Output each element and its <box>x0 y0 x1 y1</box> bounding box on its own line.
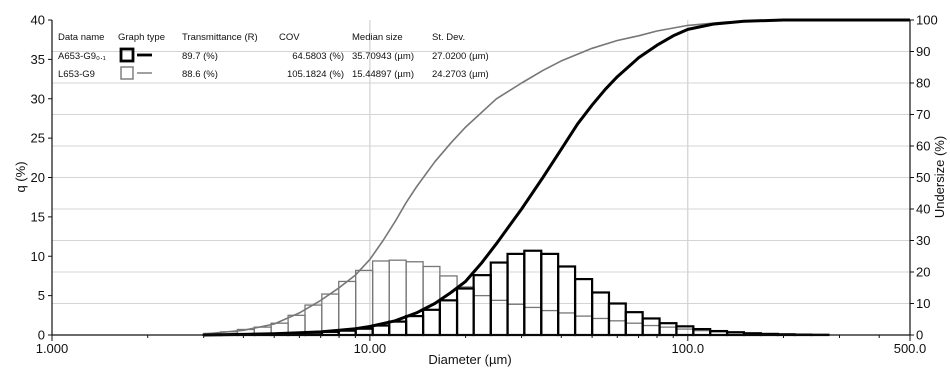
legend-header: Data name <box>58 32 104 43</box>
left-tick-label: 40 <box>31 13 45 28</box>
legend-header: Graph type <box>118 32 165 43</box>
right-tick-label: 100 <box>916 13 938 28</box>
legend-header: COV <box>279 32 300 43</box>
right-tick-label: 20 <box>916 265 930 280</box>
left-tick-label: 35 <box>31 52 45 67</box>
legend-transmittance: 88.6 (%) <box>182 69 218 80</box>
axes-layer: 0 5 10 15 20 25 30 35 40 0 10 20 30 40 50 60 70 80 90 100 1.… <box>31 13 938 357</box>
legend-transmittance: 89.7 (%) <box>182 51 218 62</box>
cumulative-curves <box>203 18 910 337</box>
legend-box-symbol <box>120 66 134 80</box>
left-tick-label: 20 <box>31 170 45 185</box>
right-tick-label: 60 <box>916 139 930 154</box>
legend: Data name Graph type Transmittance (R) COV M… <box>58 32 489 80</box>
x-tick-label: 500.0 <box>894 341 927 356</box>
right-tick-label: 40 <box>916 202 930 217</box>
right-tick-label: 50 <box>916 170 930 185</box>
x-tick-label: 1.000 <box>36 341 69 356</box>
legend-data-name: A653-G9₀.₁ <box>58 51 106 62</box>
left-tick-label: 30 <box>31 91 45 106</box>
right-tick-label: 10 <box>916 296 930 311</box>
left-tick-label: 15 <box>31 209 45 224</box>
right-axis-label: Undersize (%) <box>932 136 947 218</box>
cumulative-curve <box>203 18 910 337</box>
left-tick-label: 5 <box>38 288 45 303</box>
right-tick-label: 80 <box>916 76 930 91</box>
legend-box-symbol <box>119 47 135 63</box>
left-tick-label: 10 <box>31 249 45 264</box>
legend-cov: 64.5803 (%) <box>292 51 344 62</box>
legend-header: Median size <box>352 32 403 43</box>
right-tick-label: 0 <box>916 328 923 343</box>
legend-stdev: 24.2703 (µm) <box>432 69 489 80</box>
legend-median: 35.70943 (µm) <box>352 51 414 62</box>
legend-cov: 105.1824 (%) <box>287 69 344 80</box>
left-tick-label: 0 <box>38 328 45 343</box>
right-tick-label: 90 <box>916 44 930 59</box>
left-axis-label: q (%) <box>13 161 28 192</box>
right-tick-label: 30 <box>916 233 930 248</box>
legend-header: Transmittance (R) <box>182 32 258 43</box>
right-tick-label: 70 <box>916 107 930 122</box>
legend-median: 15.44897 (µm) <box>352 69 414 80</box>
legend-header: St. Dev. <box>432 32 465 43</box>
x-tick-label: 100.0 <box>672 341 705 356</box>
x-axis-label: Diameter (µm) <box>428 352 511 367</box>
left-tick-label: 25 <box>31 131 45 146</box>
x-tick-label: 10.00 <box>354 341 387 356</box>
cumulative-curve <box>203 19 910 335</box>
legend-stdev: 27.0200 (µm) <box>432 51 489 62</box>
legend-data-name: L653-G9 <box>58 69 95 80</box>
grid-layer <box>52 20 910 335</box>
